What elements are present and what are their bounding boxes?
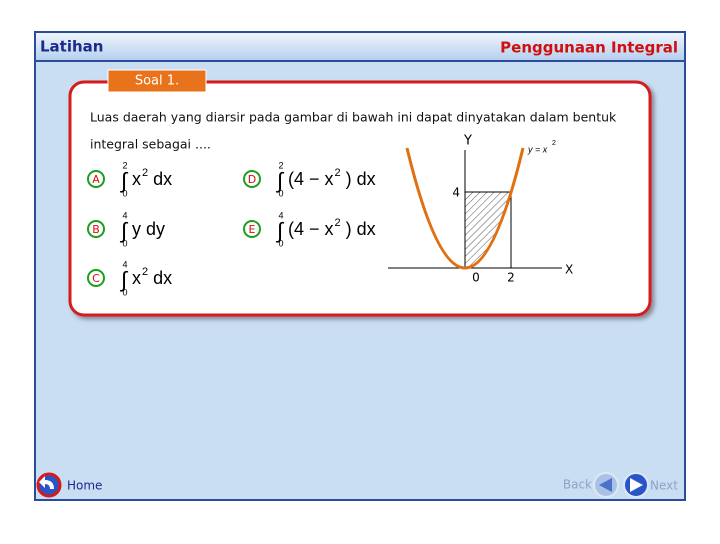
lower-bound: 0 xyxy=(122,287,127,297)
next-button[interactable] xyxy=(623,472,649,498)
option-button[interactable] xyxy=(243,220,261,238)
home-button[interactable] xyxy=(36,472,62,498)
home-label[interactable]: Home xyxy=(67,479,102,493)
header-bar xyxy=(36,33,684,61)
integrand-tail: dx xyxy=(153,169,172,189)
option-button[interactable] xyxy=(87,170,105,188)
question-card xyxy=(68,80,652,317)
shaded-area xyxy=(465,192,511,268)
next-label[interactable]: Next xyxy=(650,479,678,493)
integral-sign: ∫ xyxy=(119,267,129,292)
upper-bound: 2 xyxy=(278,160,283,170)
upper-bound: 2 xyxy=(122,160,127,170)
upper-bound: 4 xyxy=(122,210,127,220)
curve-exponent: 2 xyxy=(552,140,556,147)
lower-bound: 0 xyxy=(122,188,127,198)
exponent: 2 xyxy=(335,167,341,179)
integral-sign: ∫ xyxy=(119,218,129,243)
exponent: 2 xyxy=(142,167,148,179)
integrand: y dy xyxy=(132,219,165,239)
integral-sign: ∫ xyxy=(275,218,285,243)
option-button[interactable] xyxy=(87,220,105,238)
y-mark: 4 xyxy=(452,186,460,200)
x-axis-label: X xyxy=(565,263,573,277)
option-letter[interactable]: A xyxy=(92,173,100,186)
lower-bound: 0 xyxy=(278,188,283,198)
integrand: x xyxy=(132,169,141,189)
upper-bound: 4 xyxy=(122,259,127,269)
option-letter[interactable]: D xyxy=(248,173,256,186)
x-mark: 2 xyxy=(507,271,515,285)
option-letter[interactable]: B xyxy=(92,223,100,236)
badge-text: Soal 1. xyxy=(135,74,179,89)
integrand-tail: ) dx xyxy=(346,169,376,189)
exponent: 2 xyxy=(335,217,341,229)
header-right: Penggunaan Integral xyxy=(500,39,678,57)
origin-label: 0 xyxy=(472,271,480,285)
lower-bound: 0 xyxy=(122,238,127,248)
integral-sign: ∫ xyxy=(119,168,129,193)
integrand: (4 − x xyxy=(288,219,334,239)
header-left: Latihan xyxy=(40,38,103,56)
integrand-tail: dx xyxy=(153,268,172,288)
upper-bound: 4 xyxy=(278,210,283,220)
badge xyxy=(107,69,207,93)
exponent: 2 xyxy=(142,266,148,278)
integrand-tail: ) dx xyxy=(346,219,376,239)
y-axis-label: Y xyxy=(463,134,472,149)
back-label[interactable]: Back xyxy=(563,478,592,492)
back-button[interactable] xyxy=(593,472,619,498)
integrand: x xyxy=(132,268,141,288)
lower-bound: 0 xyxy=(278,238,283,248)
integrand: (4 − x xyxy=(288,169,334,189)
option-button[interactable] xyxy=(243,170,261,188)
curve-label: y = x xyxy=(527,144,548,154)
question-line: Luas daerah yang diarsir pada gambar di … xyxy=(90,110,617,125)
option-letter[interactable]: E xyxy=(249,223,256,236)
option-letter[interactable]: C xyxy=(92,272,100,285)
question-line: integral sebagai .... xyxy=(90,137,211,152)
integral-sign: ∫ xyxy=(275,168,285,193)
option-button[interactable] xyxy=(87,269,105,287)
parabola xyxy=(405,147,525,270)
